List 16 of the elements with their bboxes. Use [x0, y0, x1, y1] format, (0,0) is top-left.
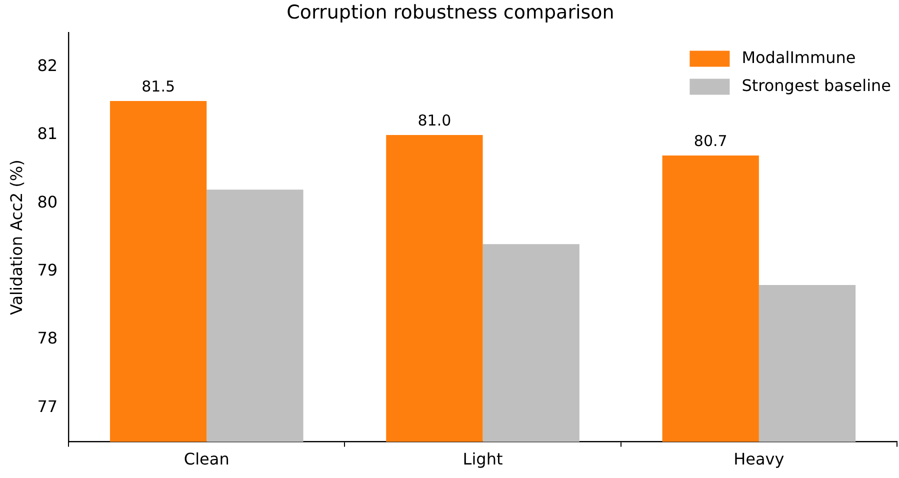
y-tick-label: 79	[37, 260, 58, 280]
legend-label: Strongest baseline	[742, 76, 891, 95]
y-tick-label: 77	[37, 396, 58, 416]
legend-label: ModalImmune	[742, 48, 856, 67]
x-tick-label: Heavy	[734, 450, 784, 469]
data-label: 80.7	[694, 132, 728, 150]
x-tick-label: Clean	[184, 450, 230, 469]
y-tick-label: 80	[37, 192, 58, 212]
data-label: 81.5	[142, 77, 176, 96]
y-tick-label: 82	[37, 56, 58, 76]
chart-title: Corruption robustness comparison	[286, 1, 614, 24]
data-label: 81.0	[418, 111, 452, 130]
y-axis-title: Validation Acc2 (%)	[6, 160, 26, 315]
y-tick-label: 78	[37, 328, 58, 348]
x-tick-label: Light	[462, 450, 503, 469]
y-tick-label: 81	[37, 124, 58, 144]
